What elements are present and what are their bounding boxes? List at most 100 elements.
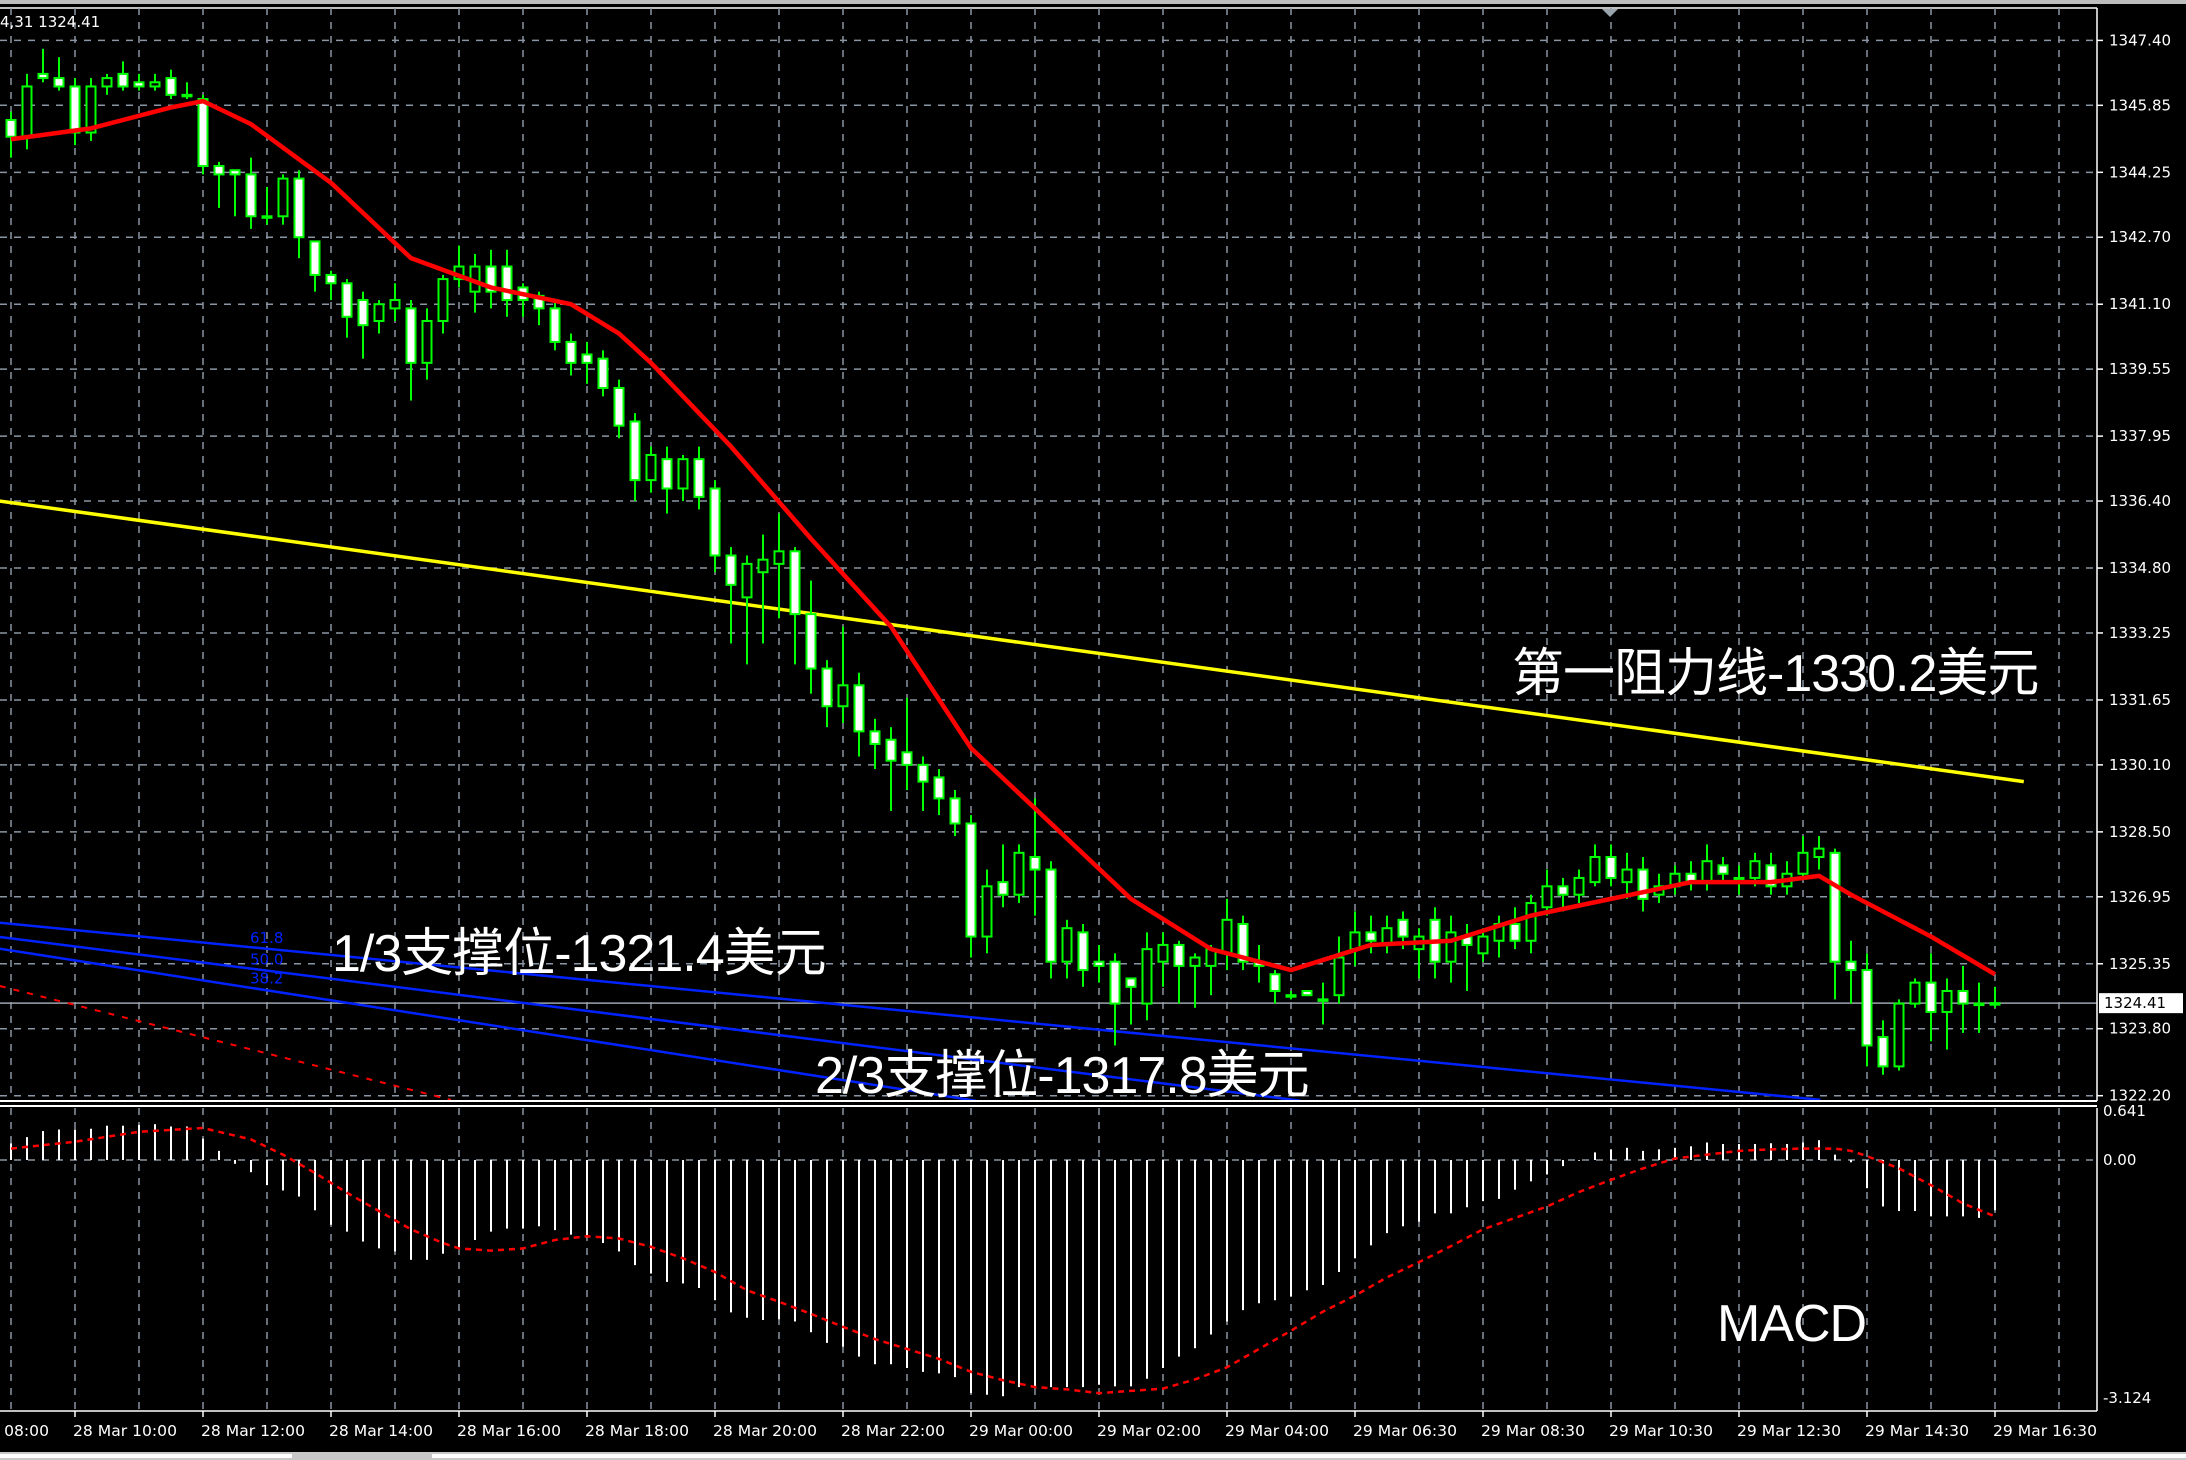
bull-candle-body <box>1941 990 1953 1013</box>
candle <box>965 815 977 958</box>
bear-candle-body <box>821 667 833 708</box>
candle <box>1077 924 1089 987</box>
time-tick-label: 29 Mar 10:30 <box>1609 1422 1713 1440</box>
time-tick-label: 28 Mar 20:00 <box>713 1422 817 1440</box>
bear-candle-body <box>1077 931 1089 972</box>
price-tick-label: 1326.95 <box>2109 888 2171 906</box>
time-tick-label: 28 Mar 22:00 <box>841 1422 945 1440</box>
candle <box>1013 844 1025 904</box>
candle <box>1557 877 1569 912</box>
bear-candle-body <box>501 265 513 302</box>
candle <box>437 274 449 334</box>
macd-label: MACD <box>1717 1295 1867 1353</box>
time-tick-label: 29 Mar 02:00 <box>1097 1422 1201 1440</box>
candle <box>501 249 513 317</box>
candle <box>1973 982 1985 1033</box>
candle <box>821 660 833 728</box>
candle <box>1989 986 2001 1008</box>
bull-candle-body <box>1813 847 1825 859</box>
bear-candle-body <box>405 307 417 364</box>
bear-candle-body <box>1173 943 1185 967</box>
bull-candle-body <box>261 215 273 219</box>
candle <box>1797 836 1809 878</box>
candle <box>181 82 193 100</box>
bull-candle-body <box>1525 902 1537 942</box>
bull-candle-body <box>1157 943 1169 963</box>
candle <box>1621 852 1633 899</box>
candle <box>645 446 657 493</box>
price-tick-label: 1323.80 <box>2109 1020 2171 1038</box>
price-tick-label: 1339.55 <box>2109 360 2171 378</box>
bear-candle-body <box>885 738 897 762</box>
price-tick-label: 1333.25 <box>2109 624 2171 642</box>
price-tick-label: 1322.20 <box>2109 1087 2171 1105</box>
candle <box>213 161 225 208</box>
candle <box>245 157 257 229</box>
candle <box>1285 991 1297 1000</box>
bear-candle-body <box>53 77 65 88</box>
candle <box>1925 953 1937 1042</box>
candle <box>1333 936 1345 1004</box>
bull-candle-body <box>1989 1002 2001 1006</box>
bear-candle-body <box>1509 923 1521 942</box>
price-tick-label: 1331.65 <box>2109 691 2171 709</box>
bear-candle-body <box>933 776 945 800</box>
chart-shift-marker-icon[interactable] <box>1602 9 1618 17</box>
support-2-3-annotation: 2/3支撑位-1317.8美元 <box>815 1047 1310 1105</box>
bull-candle-body <box>773 550 785 565</box>
bear-candle-body <box>197 98 209 168</box>
fibonacci-level-line <box>0 935 1301 1102</box>
bear-candle-body <box>965 822 977 938</box>
candle <box>325 270 337 301</box>
bull-candle-body <box>645 453 657 482</box>
fibonacci-level-line <box>0 921 1821 1102</box>
candle <box>405 300 417 401</box>
bear-candle-body <box>1029 856 1041 871</box>
bear-candle-body <box>1045 868 1057 963</box>
candle <box>5 111 17 158</box>
bear-candle-body <box>805 613 817 670</box>
candle <box>725 547 737 644</box>
bull-candle-body <box>1445 931 1457 963</box>
bull-candle-body <box>1477 935 1489 955</box>
bull-candle-body <box>421 319 433 364</box>
bull-candle-body <box>837 684 849 708</box>
support-1-3-annotation: 1/3支撑位-1321.4美元 <box>332 925 827 983</box>
candle <box>1061 919 1073 979</box>
time-tick-label: 28 Mar 18:00 <box>585 1422 689 1440</box>
bear-candle-body <box>133 81 145 88</box>
bear-candle-body <box>789 550 801 616</box>
price-tick-label: 1345.85 <box>2109 96 2171 114</box>
candle <box>485 249 497 309</box>
bull-candle-body <box>437 278 449 322</box>
price-tick-label: 1341.10 <box>2109 295 2171 313</box>
bear-candle-body <box>1301 990 1313 997</box>
bear-candle-body <box>629 420 641 482</box>
candle <box>1909 978 1921 1008</box>
candles <box>5 48 2001 1075</box>
bear-candle-body <box>597 357 609 389</box>
candle <box>101 73 113 95</box>
resistance-annotation: 第一阻力线-1330.2美元 <box>1512 645 2039 703</box>
candle <box>1589 844 1601 887</box>
candle <box>1861 953 1873 1067</box>
bear-candle-body <box>1829 851 1841 963</box>
candle <box>1605 844 1617 887</box>
fibonacci-level-label: 61.8 <box>250 929 283 947</box>
horizontal-scrollbar[interactable] <box>0 1452 2186 1460</box>
macd-axis-label: -3.124 <box>2103 1389 2151 1407</box>
bull-candle-body <box>1797 851 1809 875</box>
moving-average-line <box>10 98 1997 977</box>
candle <box>773 513 785 619</box>
candle <box>149 73 161 91</box>
bull-candle-body <box>1333 956 1345 997</box>
candle <box>1957 965 1969 1033</box>
candle <box>901 697 913 790</box>
candle <box>1173 940 1185 1004</box>
bear-candle-body <box>1877 1036 1889 1068</box>
candle <box>117 61 129 91</box>
price-tick-label: 1334.80 <box>2109 559 2171 577</box>
bull-candle-body <box>1701 860 1713 884</box>
candle <box>693 446 705 510</box>
